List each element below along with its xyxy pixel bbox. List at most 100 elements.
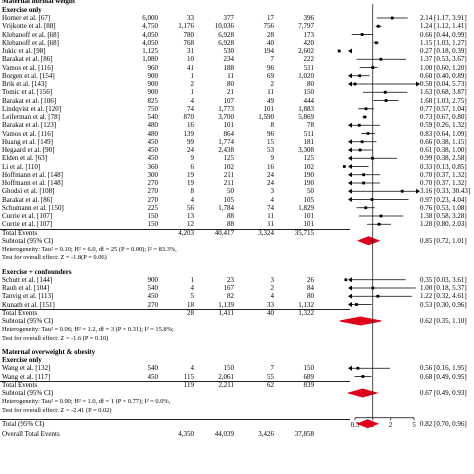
chart-title: Maternal normal weight bbox=[2, 0, 76, 5]
group-1-study-13-point bbox=[363, 115, 367, 119]
group-1-study-4-point bbox=[374, 41, 378, 45]
group-1-study-21-point bbox=[362, 181, 366, 185]
group-2-total-events-total-ctrl: 1,322 bbox=[298, 308, 314, 317]
group-1-study-11-point bbox=[384, 99, 388, 102]
group-1-study-11-events-exp: 4 bbox=[190, 96, 195, 105]
group-1-study-3-events-exp: 780 bbox=[183, 30, 195, 39]
group-3-divider bbox=[0, 381, 350, 383]
group-1-study-11-events-ctrl: 49 bbox=[267, 96, 274, 105]
group-1-study-15-n1: 480 bbox=[147, 129, 159, 138]
group-3-study-2-label: Wang et al. [117] bbox=[2, 372, 51, 381]
group-1-study-1-total-exp: 377 bbox=[223, 14, 235, 22]
group-1-study-22-point bbox=[400, 189, 404, 193]
group-3-study-2-ci-text: 0.68 [0.49, 0.95] bbox=[420, 372, 467, 381]
group-1-study-21-total-ctrl: 190 bbox=[303, 179, 315, 187]
group-2-study-1-label: Schutt et al. [144] bbox=[2, 275, 53, 284]
group-1-study-17-total-ctrl: 3,308 bbox=[298, 146, 314, 154]
group-1-study-21-events-ctrl: 24 bbox=[267, 179, 274, 187]
group-2-study-4-total-exp: 1,139 bbox=[218, 300, 234, 309]
group-1-study-5-arrow-left bbox=[348, 48, 352, 54]
group-1-heading: Exercise only bbox=[2, 5, 42, 14]
group-1-study-19-label: Li et al. [110] bbox=[2, 162, 41, 171]
group-1-study-18-total-exp: 125 bbox=[223, 154, 235, 163]
group-1-study-26-events-exp: 12 bbox=[187, 220, 194, 229]
group-1-study-1-ci-text: 2.14 [1.17, 3.91] bbox=[420, 14, 467, 22]
group-2-study-1-arrow-left bbox=[348, 277, 352, 283]
group-2-study-2-total-ctrl: 84 bbox=[307, 284, 314, 292]
group-2-study-1-events-ctrl: 3 bbox=[270, 275, 275, 284]
group-1-study-22-events-ctrl: 3 bbox=[270, 187, 275, 196]
group-1-study-5-ci-text: 0.27 [0.18, 0.39] bbox=[420, 47, 467, 55]
group-3-study-1-ci-text: 0.56 [0.16, 1.95] bbox=[420, 364, 467, 373]
group-2-divider bbox=[0, 309, 350, 311]
group-1-study-25-events-exp: 13 bbox=[187, 212, 194, 220]
group-1-study-14-label: Barakat et al. [123] bbox=[2, 121, 57, 130]
group-1-study-15-events-exp: 139 bbox=[183, 129, 195, 138]
group-1-study-21-arrow-left bbox=[348, 180, 352, 186]
group-1-study-20-arrow-left bbox=[348, 172, 352, 178]
group-1-study-4-total-exp: 6,928 bbox=[218, 38, 234, 47]
group-1-study-12-point bbox=[364, 107, 368, 111]
group-1-study-20-label: Hoffmann et al. [148] bbox=[2, 170, 63, 179]
group-1-study-25-point bbox=[379, 214, 383, 218]
group-1-study-7-ci-text: 1.00 [0.60, 1.20] bbox=[420, 63, 467, 72]
group-1-study-2-label: Vrijkotte et al. [88] bbox=[2, 22, 56, 31]
group-1-study-2-events-ctrl: 756 bbox=[263, 22, 275, 31]
group-2-study-1-events-exp: 1 bbox=[190, 275, 195, 284]
group-1-study-10-label: Tomic et al. [156] bbox=[2, 88, 53, 97]
group-1-study-16-total-ctrl: 181 bbox=[303, 137, 315, 146]
group-1-study-19-total-exp: 102 bbox=[223, 162, 235, 171]
group-1-study-22-events-exp: 8 bbox=[190, 187, 195, 196]
group-3-study-1-events-ctrl: 7 bbox=[270, 364, 275, 373]
group-1-study-19-total-ctrl: 102 bbox=[303, 162, 315, 171]
group-2-study-4-events-exp: 18 bbox=[187, 300, 194, 309]
group-2-study-4-ci-text: 0.53 [0.30, 0.96] bbox=[420, 300, 467, 309]
group-2-study-4-label: Kunath et al. [151] bbox=[2, 300, 55, 309]
group-1-study-15-total-ctrl: 511 bbox=[303, 129, 314, 138]
group-2-subtotal-ci-text: 0.62 [0.35, 1.10] bbox=[420, 317, 467, 325]
group-1-study-3-ci-text: 0.66 [0.44, 0.99] bbox=[420, 30, 467, 39]
group-1-study-16-arrow-left bbox=[348, 139, 352, 145]
group-1-study-18-ci-text: 0.99 [0.38, 2.58] bbox=[420, 154, 467, 163]
group-1-study-22-arrow-right bbox=[416, 188, 420, 194]
group-2-total-events-total-exp: 1,411 bbox=[218, 308, 235, 317]
group-1-study-5-point bbox=[337, 49, 341, 53]
group-1-study-9-total-exp: 80 bbox=[227, 80, 234, 88]
group-1-study-17-events-ctrl: 53 bbox=[267, 146, 274, 154]
group-2-study-1-n1: 900 bbox=[147, 275, 159, 284]
group-1-study-13-events-exp: 870 bbox=[183, 113, 195, 121]
group-2-study-3-point bbox=[376, 294, 380, 298]
group-1-study-2-n1: 4,750 bbox=[142, 22, 158, 31]
group-2-study-2-arrow-left bbox=[348, 285, 352, 291]
group-1-study-3-total-exp: 6,928 bbox=[218, 30, 234, 39]
group-2-study-1-ci-text: 0.35 [0.03, 3.61] bbox=[420, 275, 467, 284]
group-1-study-13-total-ctrl: 5,869 bbox=[298, 113, 314, 121]
group-1-study-2-events-exp: 1,176 bbox=[178, 22, 194, 31]
group-1-study-19-point bbox=[342, 165, 346, 168]
group-1-study-2-total-exp: 10,036 bbox=[214, 22, 234, 31]
group-1-study-7-events-ctrl: 96 bbox=[267, 63, 274, 72]
group-1-study-3-events-ctrl: 28 bbox=[267, 30, 274, 39]
group-1-study-24-total-exp: 1,784 bbox=[218, 203, 234, 212]
group-1-study-17-label: Hegaard et al. [90] bbox=[2, 146, 55, 154]
group-1-divider bbox=[0, 229, 350, 230]
group-1-study-20-events-ctrl: 24 bbox=[267, 170, 274, 179]
group-1-study-19-n1: 360 bbox=[147, 162, 159, 171]
group-1-study-17-ci-text: 0.61 [0.38, 1.00] bbox=[420, 146, 467, 154]
group-1-study-16-n1: 450 bbox=[147, 137, 159, 146]
group-1-study-9-total-ctrl: 80 bbox=[307, 80, 314, 88]
group-1-subtotal-diamond bbox=[356, 236, 381, 246]
group-1-study-21-total-exp: 211 bbox=[223, 179, 234, 187]
group-1-study-9-events-exp: 2 bbox=[190, 80, 195, 88]
group-1-study-24-n1: 225 bbox=[147, 203, 159, 212]
group-1-study-26-total-exp: 88 bbox=[227, 220, 234, 229]
group-1-study-3-total-ctrl: 173 bbox=[303, 30, 315, 39]
group-1-study-23-total-ctrl: 105 bbox=[303, 195, 315, 204]
group-3-subtotal-diamond bbox=[346, 388, 379, 398]
group-2-study-1-total-ctrl: 26 bbox=[307, 275, 314, 284]
group-1-overall-effect: Test for overall effect: Z = -1.8(P = 0.… bbox=[2, 254, 107, 262]
group-1-study-15-ci-text: 0.83 [0.64, 1.09] bbox=[420, 129, 467, 138]
overall-total-events-label: Overall Total Events bbox=[2, 430, 60, 438]
group-3-subheading: Exercise only bbox=[2, 356, 42, 364]
group-1-study-17-point bbox=[358, 148, 362, 152]
